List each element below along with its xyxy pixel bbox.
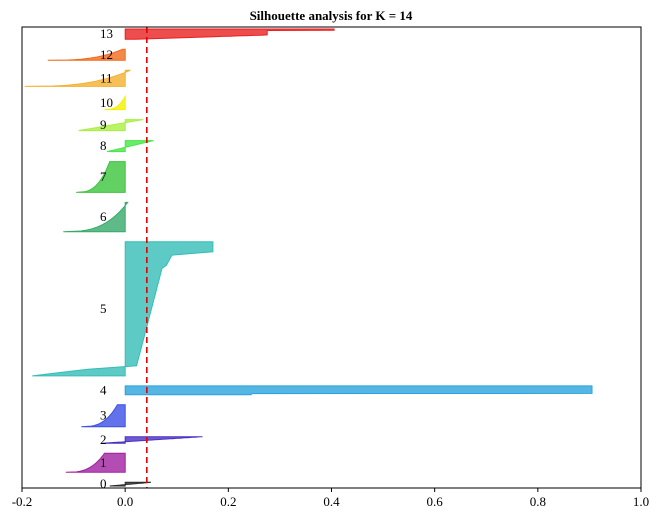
x-tick-label: -0.2	[12, 494, 33, 509]
x-tick-label: 0.2	[220, 494, 236, 509]
cluster-label-10: 10	[100, 95, 113, 110]
silhouette-band-5	[32, 241, 214, 377]
x-tick-label: 1.0	[633, 494, 649, 509]
silhouette-band-0	[109, 481, 152, 487]
cluster-label-7: 7	[100, 169, 107, 184]
cluster-label-6: 6	[100, 209, 107, 224]
silhouette-band-9	[78, 119, 144, 132]
silhouette-band-12	[47, 48, 126, 61]
cluster-label-8: 8	[100, 138, 107, 153]
cluster-label-11: 11	[100, 70, 113, 85]
cluster-label-1: 1	[100, 455, 107, 470]
cluster-label-12: 12	[100, 47, 113, 62]
cluster-label-4: 4	[100, 382, 107, 397]
x-tick-label: 0.4	[323, 494, 340, 509]
x-tick-label: 0.6	[427, 494, 444, 509]
silhouette-band-11	[24, 69, 131, 87]
cluster-label-13: 13	[100, 26, 113, 41]
x-tick-label: 0.8	[530, 494, 546, 509]
x-tick-label: 0.0	[117, 494, 133, 509]
silhouette-band-4	[124, 385, 593, 396]
chart-title: Silhouette analysis for K = 14	[250, 8, 413, 23]
silhouette-band-7	[76, 161, 126, 193]
silhouette-band-2	[101, 436, 203, 444]
silhouette-band-6	[63, 201, 129, 233]
cluster-label-5: 5	[100, 301, 107, 316]
silhouette-band-10	[104, 94, 126, 111]
cluster-label-0: 0	[100, 476, 107, 491]
cluster-label-9: 9	[100, 117, 107, 132]
cluster-label-2: 2	[100, 432, 107, 447]
silhouette-band-3	[81, 404, 126, 428]
silhouette-band-1	[65, 452, 126, 473]
silhouette-band-13	[124, 28, 335, 40]
x-axis-ticks: -0.2 0.0 0.2 0.4 0.6 0.8 1.0	[12, 488, 649, 509]
cluster-label-3: 3	[100, 408, 107, 423]
